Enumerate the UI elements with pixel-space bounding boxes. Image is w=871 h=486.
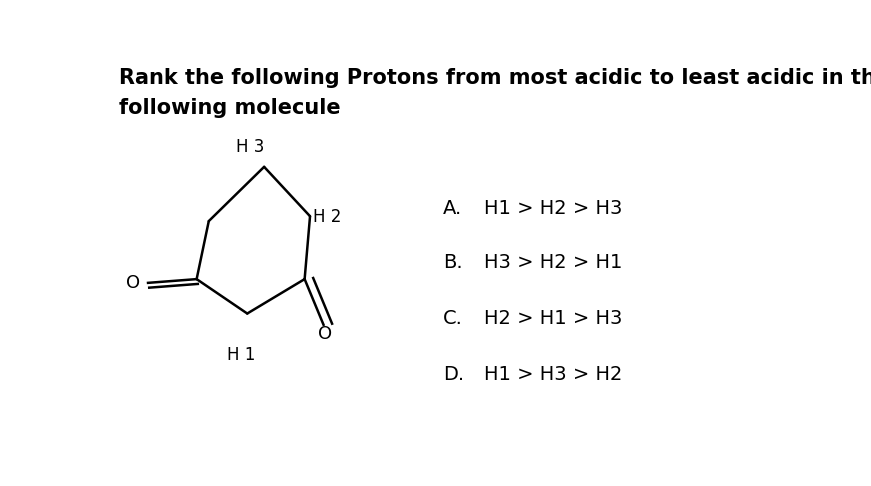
- Text: D.: D.: [443, 365, 464, 384]
- Text: O: O: [126, 274, 140, 292]
- Text: O: O: [319, 325, 333, 343]
- Text: C.: C.: [443, 309, 463, 328]
- Text: H 3: H 3: [236, 138, 264, 156]
- Text: H2 > H1 > H3: H2 > H1 > H3: [483, 309, 622, 328]
- Text: following molecule: following molecule: [119, 98, 341, 118]
- Text: H3 > H2 > H1: H3 > H2 > H1: [483, 253, 622, 272]
- Text: H1 > H3 > H2: H1 > H3 > H2: [483, 365, 622, 384]
- Text: A.: A.: [443, 198, 463, 218]
- Text: H 1: H 1: [227, 347, 255, 364]
- Text: H 2: H 2: [313, 208, 341, 226]
- Text: H1 > H2 > H3: H1 > H2 > H3: [483, 198, 622, 218]
- Text: B.: B.: [443, 253, 463, 272]
- Text: Rank the following Protons from most acidic to least acidic in the: Rank the following Protons from most aci…: [119, 68, 871, 87]
